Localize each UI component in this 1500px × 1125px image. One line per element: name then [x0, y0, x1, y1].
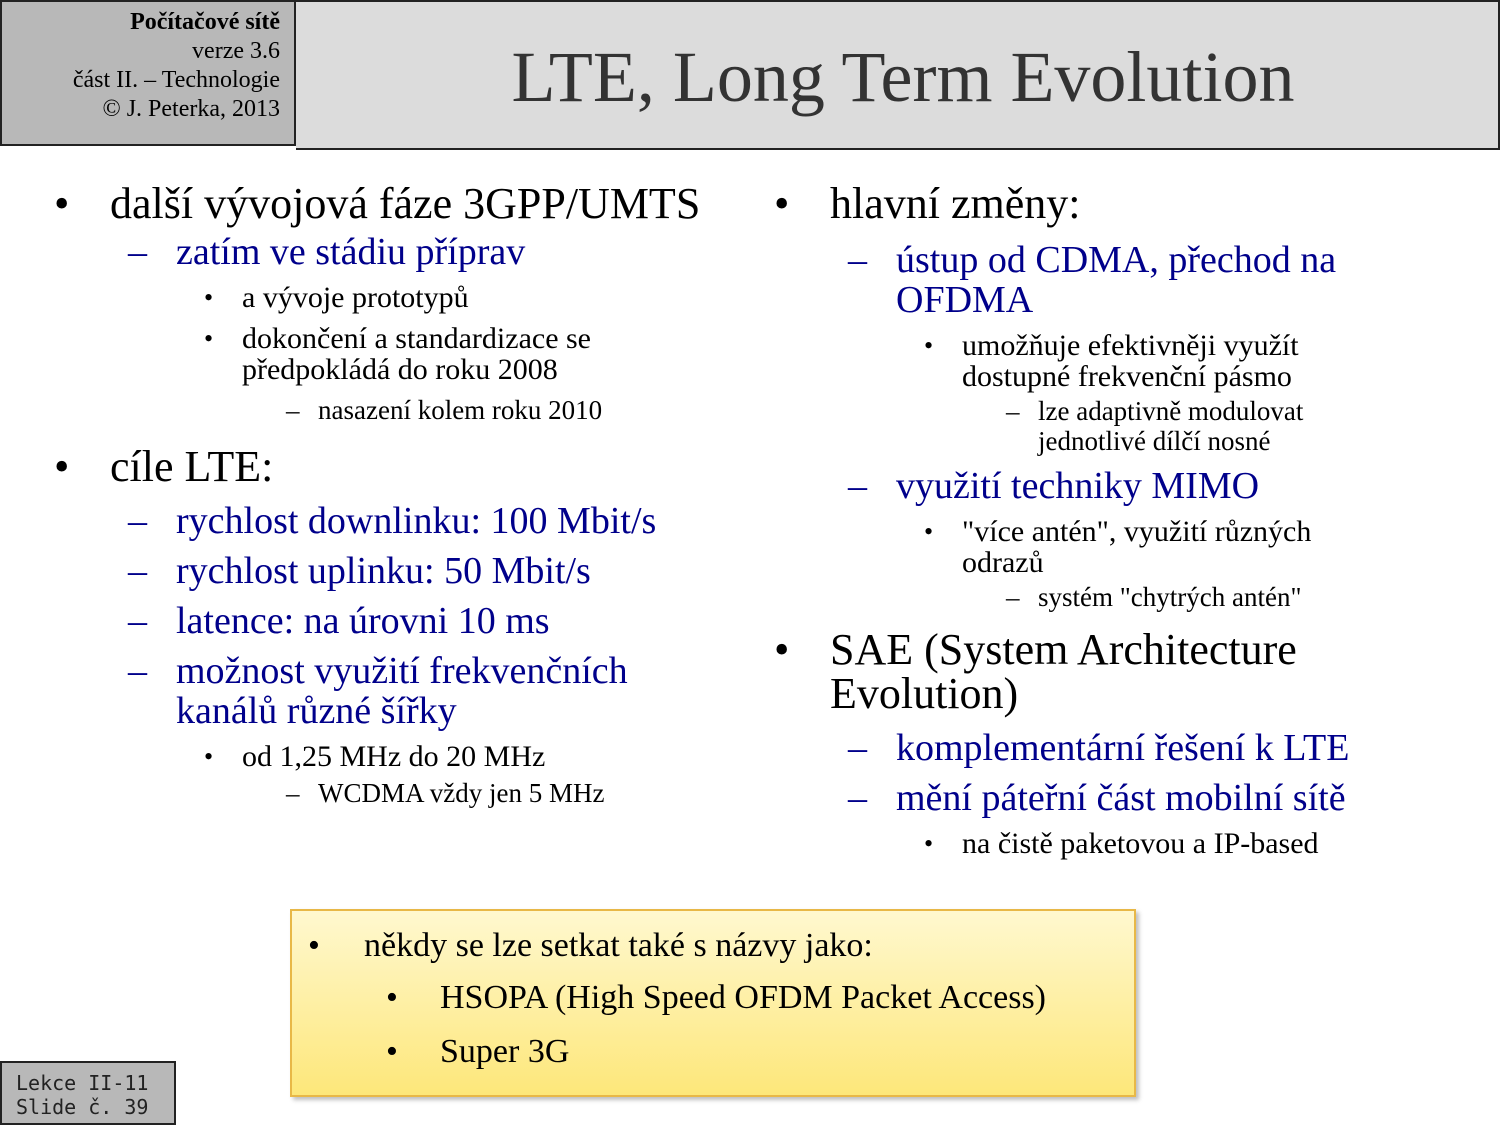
slide-title: LTE, Long Term Evolution — [511, 37, 1295, 117]
bullet-marker: • — [204, 324, 214, 353]
slide-title-box: LTE, Long Term Evolution — [296, 0, 1500, 150]
sub-bullet: – rychlost downlinku: 100 Mbit/s — [128, 500, 657, 542]
slide-number-label: Lekce II-11 Slide č. 39 — [0, 1061, 176, 1125]
slide-number: Slide č. 39 — [16, 1095, 149, 1119]
level4-bullet: – WCDMA vždy jen 5 MHz — [286, 778, 605, 808]
dash-marker: – — [128, 500, 147, 542]
bullet-marker: • — [924, 517, 934, 546]
sub-sub-bullet: • na čistě paketovou a IP-based — [924, 827, 1319, 860]
dash-marker: – — [128, 650, 147, 692]
bullet-marker: • — [54, 442, 70, 491]
lesson-number: Lekce II-11 — [16, 1071, 149, 1095]
sub-bullet: – mění páteřní část mobilní sítě — [848, 777, 1346, 819]
bullet: • SAE (System Architecture Evolution) — [774, 625, 1297, 718]
dash-marker: – — [848, 727, 867, 769]
dash-marker: – — [128, 600, 147, 642]
dash-marker: – — [286, 778, 300, 808]
course-info-box: Počítačové sítě verze 3.6 část II. – Tec… — [0, 0, 296, 146]
note-intro: • někdy se lze setkat také s názvy jako: — [308, 927, 873, 964]
left-column: • další vývojová fáze 3GPP/UMTS – zatím ve… — [50, 182, 730, 818]
bullet: • další vývojová fáze 3GPP/UMTS — [54, 179, 701, 228]
note-item: • Super 3G — [386, 1033, 570, 1070]
sub-sub-bullet: • dokončení a standardizace se předpoklád… — [204, 322, 591, 386]
level4-bullet: – nasazení kolem roku 2010 — [286, 395, 603, 425]
right-column: • hlavní změny: – ústup od CDMA, přechod n… — [770, 182, 1480, 869]
dash-marker: – — [128, 550, 147, 592]
bullet-marker: • — [924, 331, 934, 360]
bullet: • cíle LTE: — [54, 442, 274, 491]
level4-bullet: – systém "chytrých antén" — [1006, 582, 1302, 612]
sub-sub-bullet: • a vývoje prototypů — [204, 281, 469, 314]
dash-marker: – — [128, 231, 147, 273]
sub-bullet: – možnost využití frekvenčních kanálů růz… — [128, 650, 628, 732]
dash-marker: – — [286, 395, 300, 425]
dash-marker: – — [1006, 582, 1020, 612]
dash-marker: – — [848, 239, 867, 281]
bullet-marker: • — [54, 179, 70, 228]
part: část II. – Technologie — [72, 67, 280, 93]
bullet-marker: • — [308, 927, 320, 964]
dash-marker: – — [848, 465, 867, 507]
bullet-marker: • — [386, 979, 398, 1016]
bullet-marker: • — [774, 179, 790, 228]
sub-bullet: – ústup od CDMA, přechod na OFDMA — [848, 239, 1337, 321]
note-box: • někdy se lze setkat také s názvy jako: … — [290, 909, 1136, 1097]
sub-bullet: – zatím ve stádiu příprav — [128, 231, 526, 273]
bullet-marker: • — [774, 625, 790, 674]
dash-marker: – — [848, 777, 867, 819]
bullet-marker: • — [204, 742, 214, 771]
bullet-marker: • — [924, 829, 934, 858]
copyright: © J. Peterka, 2013 — [102, 96, 280, 122]
note-item: • HSOPA (High Speed OFDM Packet Access) — [386, 979, 1047, 1016]
sub-bullet: – rychlost uplinku: 50 Mbit/s — [128, 550, 591, 592]
dash-marker: – — [1006, 396, 1020, 426]
course-name: Počítačové sítě — [130, 9, 280, 35]
sub-bullet: – využití techniky MIMO — [848, 465, 1260, 507]
version: verze 3.6 — [192, 38, 280, 64]
sub-sub-bullet: • od 1,25 MHz do 20 MHz — [204, 740, 546, 773]
bullet-marker: • — [204, 283, 214, 312]
bullet-marker: • — [386, 1033, 398, 1070]
sub-sub-bullet: • umožňuje efektivněji využít dostupné fr… — [924, 329, 1299, 393]
sub-sub-bullet: • "více antén", využití různých odrazů — [924, 515, 1312, 579]
level4-bullet: – lze adaptivně modulovat jednotlivé dílč… — [1006, 396, 1304, 456]
sub-bullet: – latence: na úrovni 10 ms — [128, 600, 550, 642]
bullet: • hlavní změny: — [774, 179, 1081, 228]
sub-bullet: – komplementární řešení k LTE — [848, 727, 1350, 769]
